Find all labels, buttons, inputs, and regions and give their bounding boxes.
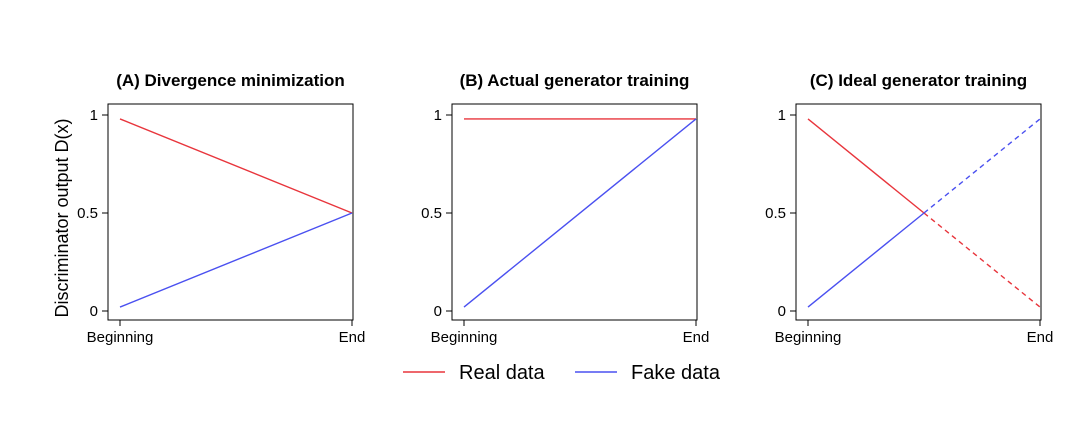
series-fake: [463, 118, 697, 308]
x-tick-label: Beginning: [775, 329, 842, 346]
y-axis-label: Discriminator output D(x): [52, 118, 72, 317]
chart-panel-2: (B) Actual generator training 0 0.5 1 Beginn…: [421, 71, 709, 346]
series-line: [119, 212, 353, 308]
y-tick-label: 0.5: [765, 205, 786, 222]
panels: (A) Divergence minimization 0 0.5 1 Beginnin…: [77, 71, 1053, 346]
y-tick-label: 0: [90, 303, 98, 320]
series-line: [119, 118, 353, 214]
series-real: [807, 118, 1041, 308]
x-tick-label: Beginning: [87, 329, 154, 346]
series-fake: [119, 212, 353, 308]
series-line: [463, 118, 697, 308]
x-tick-label: Beginning: [431, 329, 498, 346]
plot-frame: [451, 103, 698, 321]
y-tick-label: 0.5: [421, 205, 442, 222]
panel-title: (B) Actual generator training: [460, 71, 690, 90]
series-line-dashed: [923, 118, 1041, 214]
y-tick-label: 0.5: [77, 205, 98, 222]
legend-item-real: Real data: [403, 362, 545, 384]
legend: Real data Fake data: [403, 362, 721, 384]
y-tick-label: 0: [434, 303, 442, 320]
legend-label: Real data: [459, 362, 545, 384]
plot-frame: [795, 103, 1042, 321]
series-line: [807, 118, 925, 214]
chart-panel-1: (A) Divergence minimization 0 0.5 1 Beginnin…: [77, 71, 365, 346]
series-fake: [807, 118, 1041, 308]
x-tick-label: End: [683, 329, 710, 346]
x-tick-label: End: [339, 329, 366, 346]
y-tick-label: 0: [778, 303, 786, 320]
legend-item-fake: Fake data: [575, 362, 721, 384]
x-tick-label: End: [1027, 329, 1054, 346]
series-line-dashed: [923, 212, 1041, 308]
panel-title: (C) Ideal generator training: [810, 71, 1027, 90]
y-tick-label: 1: [778, 107, 786, 124]
y-tick-label: 1: [434, 107, 442, 124]
panel-title: (A) Divergence minimization: [116, 71, 345, 90]
legend-label: Fake data: [631, 362, 721, 384]
chart-panel-3: (C) Ideal generator training 0 0.5 1 Beginni…: [765, 71, 1053, 346]
plot-frame: [107, 103, 354, 321]
series-line: [807, 212, 925, 308]
series-real: [119, 118, 353, 214]
y-tick-label: 1: [90, 107, 98, 124]
